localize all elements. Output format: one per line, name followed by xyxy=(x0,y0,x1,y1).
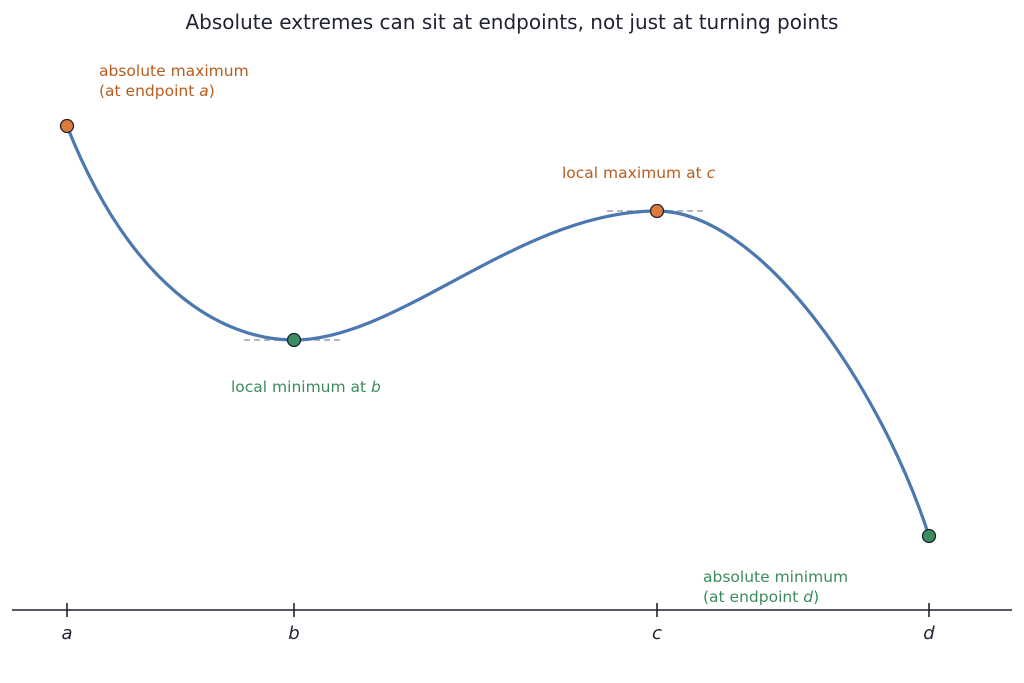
point-local-maximum xyxy=(649,203,665,219)
annotation-absolute-maximum-line2-pre: (at endpoint xyxy=(99,82,199,100)
annotation-local-maximum-text: local maximum at xyxy=(562,164,707,182)
annotation-absolute-maximum-var: a xyxy=(199,82,209,100)
tick-label-b: b xyxy=(288,623,299,644)
tick-label-d: d xyxy=(923,623,935,644)
annotation-local-minimum-text: local minimum at xyxy=(231,378,371,396)
annotation-local-maximum: local maximum at c xyxy=(562,164,716,182)
diagram-title: Absolute extremes can sit at endpoints, … xyxy=(186,10,839,34)
annotation-absolute-minimum-line2-pre: (at endpoint xyxy=(703,588,803,606)
point-absolute-minimum xyxy=(921,528,937,544)
annotation-absolute-maximum: absolute maximum (at endpoint a) xyxy=(99,62,254,100)
annotation-absolute-maximum-line2-post: ) xyxy=(209,82,215,100)
annotation-absolute-maximum-line1: absolute maximum xyxy=(99,62,249,80)
annotation-local-maximum-var: c xyxy=(707,164,716,182)
annotation-absolute-minimum: absolute minimum (at endpoint d) xyxy=(703,568,853,606)
point-local-minimum xyxy=(286,332,302,348)
annotation-absolute-minimum-line1: absolute minimum xyxy=(703,568,848,586)
point-absolute-maximum xyxy=(59,118,75,134)
function-curve xyxy=(65,124,931,538)
annotation-absolute-minimum-var: d xyxy=(803,588,813,606)
annotation-local-minimum-var: b xyxy=(371,378,381,396)
annotation-local-minimum: local minimum at b xyxy=(231,378,381,396)
tick-label-c: c xyxy=(652,623,662,644)
annotation-absolute-minimum-line2-post: ) xyxy=(813,588,819,606)
tick-label-a: a xyxy=(61,623,72,644)
